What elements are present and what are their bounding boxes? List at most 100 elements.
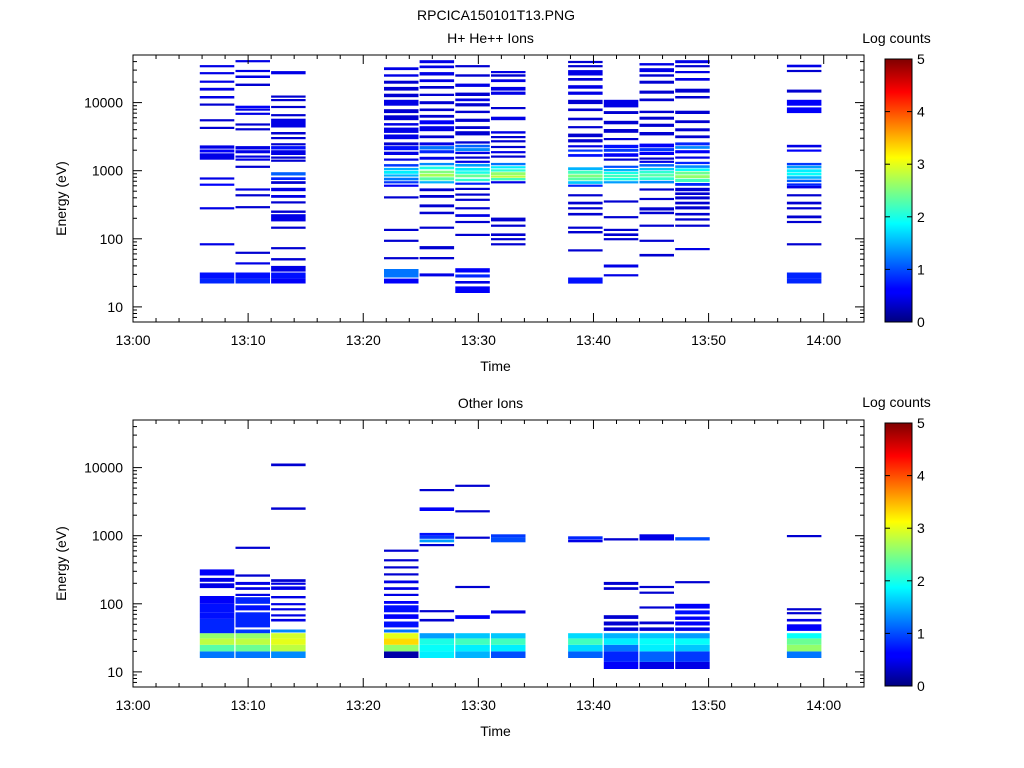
heatmap-cell <box>199 96 235 99</box>
heatmap-cell <box>271 272 306 279</box>
heatmap-cell <box>199 153 235 160</box>
colorbar-label: Log counts <box>862 394 931 410</box>
heatmap-cell <box>384 196 419 199</box>
heatmap-cells <box>199 463 822 669</box>
heatmap-cell <box>384 228 419 231</box>
heatmap-cell <box>199 145 235 149</box>
heatmap-cell <box>675 224 710 227</box>
heatmap-cell <box>455 110 490 114</box>
heatmap-cell <box>384 549 419 552</box>
heatmap-cell <box>419 166 455 170</box>
heatmap-cell <box>384 559 419 562</box>
heatmap-cell <box>271 629 306 633</box>
heatmap-cell <box>675 161 710 165</box>
heatmap-cell <box>235 194 270 197</box>
heatmap-cell <box>786 618 822 622</box>
heatmap-cell <box>235 83 270 86</box>
heatmap-cell <box>568 78 603 81</box>
x-axis: 13:00 13:10 13:20 13:30 13:40 13:50 14:00 <box>115 420 848 713</box>
heatmap-cell <box>419 204 455 208</box>
heatmap-cell <box>639 661 674 669</box>
heatmap-cell <box>603 99 639 108</box>
heatmap-cell <box>271 633 306 639</box>
heatmap-cell <box>199 596 235 604</box>
heatmap-cell <box>235 581 270 585</box>
heatmap-cell <box>419 532 455 536</box>
heatmap-cell <box>419 60 455 64</box>
heatmap-cell <box>603 264 639 268</box>
heatmap-cell <box>419 93 455 96</box>
heatmap-cell <box>639 627 674 631</box>
heatmap-cell <box>568 226 603 229</box>
x-axis-label: Time <box>480 723 511 739</box>
heatmap-cell <box>568 174 603 178</box>
heatmap-cell <box>639 211 674 215</box>
heatmap-cell <box>491 217 526 220</box>
x-tick-label: 13:30 <box>461 332 496 348</box>
heatmap-cell <box>271 278 306 284</box>
heatmap-cell <box>675 638 710 645</box>
heatmap-cell <box>603 274 639 277</box>
heatmap-cell <box>455 644 490 652</box>
heatmap-cell <box>786 272 822 279</box>
heatmap-cell <box>455 615 490 619</box>
heatmap-cell <box>786 162 822 166</box>
heatmap-cell <box>603 178 639 181</box>
heatmap-cell <box>675 644 710 652</box>
heatmap-cell <box>491 136 526 139</box>
heatmap-cell <box>419 644 455 652</box>
heatmap-cell <box>384 177 419 181</box>
heatmap-cell <box>675 537 710 541</box>
heatmap-cell <box>419 135 455 139</box>
heatmap-cell <box>568 133 603 138</box>
heatmap-cell <box>786 638 822 645</box>
colorbar-tick-label: 1 <box>917 625 925 641</box>
heatmap-cell <box>455 233 490 236</box>
heatmap-cell <box>675 661 710 669</box>
heatmap-cell <box>271 638 306 645</box>
heatmap-cell <box>568 207 603 210</box>
heatmap-cell <box>639 177 674 180</box>
heatmap-cell <box>419 535 455 539</box>
panel-title: H+ He++ Ions <box>447 30 534 46</box>
y-tick-label: 10 <box>107 299 123 315</box>
heatmap-cell <box>384 142 419 146</box>
heatmap-cell <box>675 60 710 64</box>
x-tick-label: 14:00 <box>806 332 841 348</box>
heatmap-cell <box>419 181 455 184</box>
heatmap-cell <box>491 534 526 538</box>
colorbar-tick-label: 3 <box>917 520 925 536</box>
x-tick-label: 13:40 <box>576 697 611 713</box>
heatmap-cell <box>675 156 710 159</box>
heatmap-cell <box>455 83 490 87</box>
heatmap-cell <box>271 118 306 128</box>
heatmap-cell <box>491 233 526 236</box>
heatmap-cell <box>384 629 419 633</box>
heatmap-cell <box>675 175 710 179</box>
heatmap-cell <box>419 156 455 160</box>
heatmap-cell <box>271 507 306 510</box>
heatmap-cell <box>384 115 419 121</box>
heatmap-cell <box>271 132 306 135</box>
heatmap-cell <box>786 278 822 284</box>
heatmap-cell <box>675 616 710 620</box>
heatmap-cell <box>384 167 419 171</box>
heatmap-cell <box>675 581 710 584</box>
heatmap-cell <box>235 612 270 622</box>
heatmap-cell <box>786 651 822 658</box>
heatmap-cell <box>384 638 419 645</box>
heatmap-cell <box>675 78 710 81</box>
heatmap-cell <box>419 162 455 166</box>
heatmap-cell <box>568 65 603 68</box>
heatmap-cell <box>786 144 822 148</box>
heatmap-cell <box>384 109 419 114</box>
heatmap-cell <box>199 577 235 582</box>
heatmap-cell <box>384 67 419 71</box>
heatmap-cell <box>491 633 526 639</box>
heatmap-cell <box>675 183 710 186</box>
heatmap-cell <box>235 574 270 577</box>
heatmap-cell <box>271 95 306 98</box>
colorbar-tick-label: 0 <box>917 678 925 694</box>
